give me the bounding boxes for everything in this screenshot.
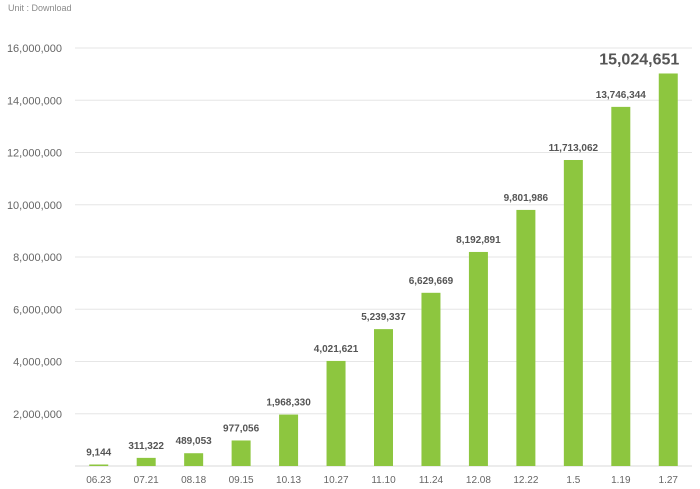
y-tick-label: 10,000,000 [7, 200, 62, 212]
x-tick-label: 08.18 [181, 475, 206, 486]
bar [658, 73, 678, 467]
bar [421, 292, 441, 466]
data-labels: 9,144 311,322 489,053 977,056 1,968,330 4,021… [86, 51, 679, 458]
data-label: 8,192,891 [456, 235, 501, 246]
data-label: 9,801,986 [504, 193, 549, 204]
y-tick-label: 16,000,000 [7, 43, 62, 55]
bar [279, 414, 299, 466]
x-tick-label: 06.23 [86, 475, 111, 486]
bar [374, 329, 393, 466]
bar [89, 464, 109, 466]
bar [326, 360, 346, 466]
data-label: 4,021,621 [314, 344, 359, 355]
y-tick-label: 6,000,000 [13, 304, 62, 316]
y-axis-ticks: 2,000,000 4,000,000 6,000,000 8,000,000 10,0… [7, 43, 62, 421]
y-tick-label: 12,000,000 [7, 148, 62, 160]
x-axis-ticks: 06.23 07.21 08.18 09.15 10.13 10.27 11.10 11.24… [86, 475, 678, 486]
y-tick-label: 8,000,000 [13, 252, 62, 264]
grid-lines [75, 47, 692, 467]
data-label: 977,056 [223, 423, 260, 434]
bar [184, 453, 204, 466]
y-tick-label: 14,000,000 [7, 95, 62, 107]
bars [89, 73, 678, 467]
data-label: 13,746,344 [596, 90, 646, 101]
bar [563, 159, 583, 466]
x-tick-label: 10.13 [276, 475, 301, 486]
bar [611, 106, 631, 466]
data-label: 6,629,669 [409, 276, 454, 287]
x-tick-label: 12.22 [513, 475, 538, 486]
bar [231, 440, 251, 466]
data-label: 5,239,337 [361, 312, 406, 323]
x-tick-label: 07.21 [134, 475, 159, 486]
x-tick-label: 10.27 [324, 475, 349, 486]
data-label: 11,713,062 [549, 143, 599, 154]
unit-label: Unit : Download [8, 3, 72, 13]
x-tick-label: 1.19 [611, 475, 631, 486]
bar [468, 251, 488, 466]
x-tick-label: 12.08 [466, 475, 491, 486]
x-tick-label: 11.24 [419, 475, 444, 486]
x-tick-label: 09.15 [229, 475, 254, 486]
y-tick-label: 4,000,000 [13, 357, 62, 369]
data-label: 15,024,651 [599, 51, 679, 68]
data-label: 311,322 [128, 441, 164, 452]
bar [516, 209, 536, 467]
y-tick-label: 2,000,000 [13, 409, 62, 421]
data-label: 489,053 [176, 436, 213, 447]
data-label: 9,144 [86, 448, 111, 459]
x-tick-label: 1.5 [566, 475, 580, 486]
data-label: 1,968,330 [266, 398, 311, 409]
bar [136, 457, 156, 466]
x-tick-label: 11.10 [371, 475, 396, 486]
x-tick-label: 1.27 [659, 475, 679, 486]
